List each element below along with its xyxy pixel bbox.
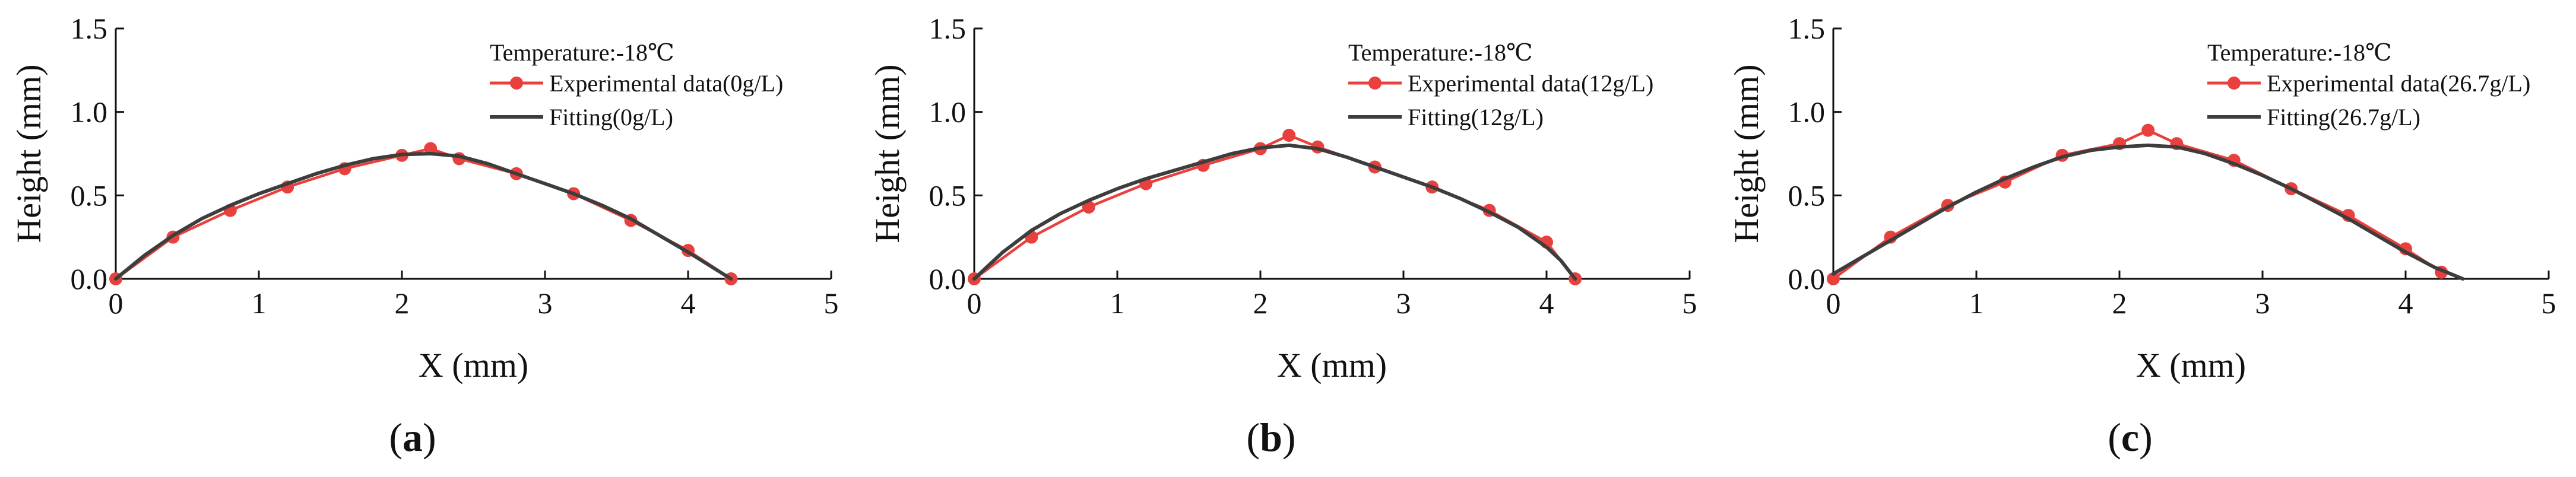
legend-label: Experimental data(26.7g/L) [2267,70,2530,97]
caption-letter: a [403,415,423,460]
caption-open-paren: ( [1246,415,1260,460]
x-tick-label: 5 [824,287,839,320]
x-tick-label: 5 [1683,287,1697,320]
caption-open-paren: ( [2108,415,2121,460]
y-tick-label: 1.0 [1788,96,1826,129]
caption-close-paren: ) [2139,415,2153,460]
legend-label: Experimental data(12g/L) [1408,70,1653,97]
x-tick-label: 1 [1969,287,1984,320]
x-axis-title: X (mm) [419,346,528,384]
legend-marker [2228,77,2241,90]
y-tick-label: 0.0 [71,262,108,295]
x-tick-label: 0 [109,287,123,320]
x-tick-label: 1 [252,287,267,320]
x-tick-label: 0 [967,287,982,320]
legend-title: Temperature:-18℃ [2207,39,2392,66]
y-tick-label: 1.0 [71,96,108,129]
legend-label: Experimental data(0g/L) [549,70,783,97]
y-tick-label: 1.0 [929,96,967,129]
data-point [1827,272,1840,285]
panel-caption: (a) [389,415,436,460]
y-tick-label: 0.5 [1788,179,1826,212]
legend: Temperature:-18℃ Experimental data(12g/L)… [1348,39,1653,131]
x-tick-label: 5 [2542,287,2556,320]
x-tick-label: 3 [538,287,553,320]
y-tick-label: 1.5 [929,12,967,45]
fitting-curve [1832,143,2465,281]
y-tick-label: 0.5 [929,179,967,212]
y-tick-label: 0.0 [929,262,967,295]
fitting-curve [114,152,733,281]
legend-marker [1368,77,1382,90]
chart-svg: 0 1 2 3 4 5 0.0 0.5 1.0 1.5 X (mm) Height (mm) Tempe… [1727,12,2556,460]
panel-caption: (b) [1246,415,1295,460]
y-axis-title: Height (mm) [9,64,48,243]
caption-close-paren: ) [423,415,436,460]
x-tick-label: 0 [1826,287,1841,320]
legend-marker [510,77,523,90]
x-tick-label: 2 [1253,287,1268,320]
legend: Temperature:-18℃ Experimental data(0g/L) F… [490,39,783,131]
caption-open-paren: ( [389,415,403,460]
y-axis-title: Height (mm) [1727,64,1766,243]
legend-label: Fitting(26.7g/L) [2267,104,2420,131]
y-tick-label: 0.5 [71,179,108,212]
x-tick-label: 4 [681,287,696,320]
panel-a: 0 1 2 3 4 5 0.0 0.5 1.0 1.5 X (mm) Height (mm) Tempe… [0,0,858,477]
y-tick-label: 1.5 [1788,12,1826,45]
panel-caption: (c) [2108,415,2153,460]
x-axis-title: X (mm) [1277,346,1387,384]
x-tick-label: 1 [1110,287,1125,320]
y-tick-label: 0.0 [1788,262,1826,295]
x-tick-label: 2 [395,287,410,320]
legend-label: Fitting(0g/L) [549,104,673,131]
panel-c: 0 1 2 3 4 5 0.0 0.5 1.0 1.5 X (mm) Height (mm) Tempe… [1718,0,2576,477]
caption-letter: c [2121,415,2139,460]
x-tick-label: 3 [2255,287,2270,320]
data-point [424,142,438,155]
fitting-curve [972,143,1577,281]
experimental-line [114,147,733,281]
x-tick-label: 3 [1396,287,1411,320]
x-tick-label: 4 [1539,287,1554,320]
legend-title: Temperature:-18℃ [1348,39,1533,66]
caption-letter: b [1260,415,1282,460]
y-axis-title: Height (mm) [868,64,907,243]
data-point [1282,129,1296,142]
x-tick-label: 4 [2398,287,2413,320]
panel-b: 0 1 2 3 4 5 0.0 0.5 1.0 1.5 X (mm) Height (mm) Tempe… [858,0,1717,477]
chart-svg: 0 1 2 3 4 5 0.0 0.5 1.0 1.5 X (mm) Height (mm) Tempe… [9,12,839,460]
legend-label: Fitting(12g/L) [1408,104,1544,131]
experimental-line [1832,129,2443,281]
x-axis-title: X (mm) [2136,346,2246,384]
data-point [2141,123,2155,137]
caption-close-paren: ) [1282,415,1296,460]
chart-svg: 0 1 2 3 4 5 0.0 0.5 1.0 1.5 X (mm) Height (mm) Tempe… [868,12,1697,460]
legend: Temperature:-18℃ Experimental data(26.7g/… [2207,39,2530,131]
legend-title: Temperature:-18℃ [490,39,674,66]
y-tick-label: 1.5 [71,12,108,45]
x-tick-label: 2 [2112,287,2127,320]
